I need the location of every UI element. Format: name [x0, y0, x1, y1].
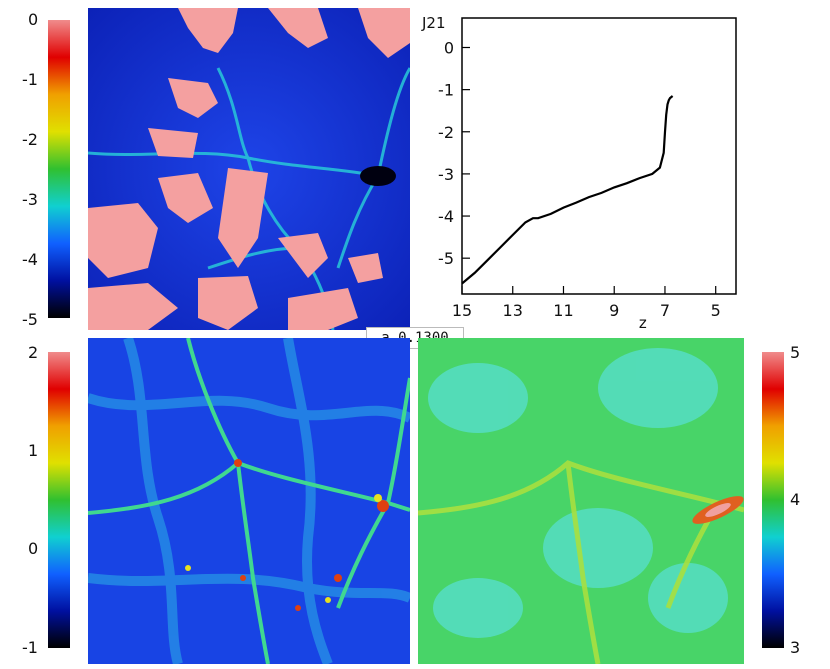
top-left-dark-void [360, 166, 396, 186]
bottom-right-hot-region [692, 496, 744, 524]
top-left-colorbar-tick: 0 [28, 10, 39, 29]
x-tick-label: 9 [609, 301, 619, 320]
bottom-left-map-image [88, 338, 410, 664]
j21-vs-z-chart: 0 -1 -2 -3 -4 -5 15 13 11 9 7 5 J21 z [421, 14, 737, 332]
y-tick-label: -3 [438, 165, 454, 184]
x-tick-label: 11 [553, 301, 573, 320]
y-axis-label: J21 [421, 14, 446, 32]
right-colorbar [762, 352, 784, 648]
bottom-left-colorbar [48, 352, 70, 648]
x-tick-label: 7 [660, 301, 670, 320]
bottom-left-warm-spots [185, 494, 382, 603]
top-left-colorbar [48, 20, 70, 318]
right-colorbar-tick: 4 [790, 490, 801, 509]
bottom-left-hot-spots [234, 459, 389, 611]
y-tick-label: -5 [438, 249, 454, 268]
j21-series-line [461, 95, 674, 285]
bottom-left-colorbar-tick: -1 [22, 638, 38, 657]
y-tick-label: -1 [438, 81, 454, 100]
right-colorbar-tick: 3 [790, 638, 801, 657]
bottom-left-map-background [88, 338, 410, 664]
top-left-density-map [88, 8, 410, 330]
plot-frame [461, 17, 737, 295]
x-axis-label: z [639, 314, 647, 332]
top-left-colorbar-tick: -5 [22, 310, 38, 329]
top-left-colorbar-tick: -2 [22, 130, 38, 149]
bottom-right-map-image [418, 338, 744, 664]
x-tick-label: 5 [711, 301, 721, 320]
top-left-map-image [88, 8, 410, 330]
bottom-right-temperature-map [418, 338, 744, 664]
top-left-colorbar-tick: -3 [22, 190, 38, 209]
x-tick-label: 13 [503, 301, 523, 320]
bottom-left-colorbar-tick: 0 [28, 539, 39, 558]
x-tick-label: 15 [452, 301, 472, 320]
bottom-left-density-map [88, 338, 410, 664]
top-left-colorbar-tick: -4 [22, 250, 38, 269]
right-colorbar-tick: 5 [790, 343, 801, 362]
y-tick-label: 0 [444, 38, 454, 57]
bottom-left-colorbar-tick: 2 [28, 343, 39, 362]
bottom-left-cyan-web [88, 338, 410, 664]
top-left-hot-regions [88, 8, 410, 330]
y-tick-label: -2 [438, 123, 454, 142]
bottom-left-colorbar-tick: 1 [28, 441, 39, 460]
bottom-right-cool-regions [428, 348, 728, 638]
top-left-colorbar-tick: -1 [22, 70, 38, 89]
y-tick-label: -4 [438, 207, 454, 226]
